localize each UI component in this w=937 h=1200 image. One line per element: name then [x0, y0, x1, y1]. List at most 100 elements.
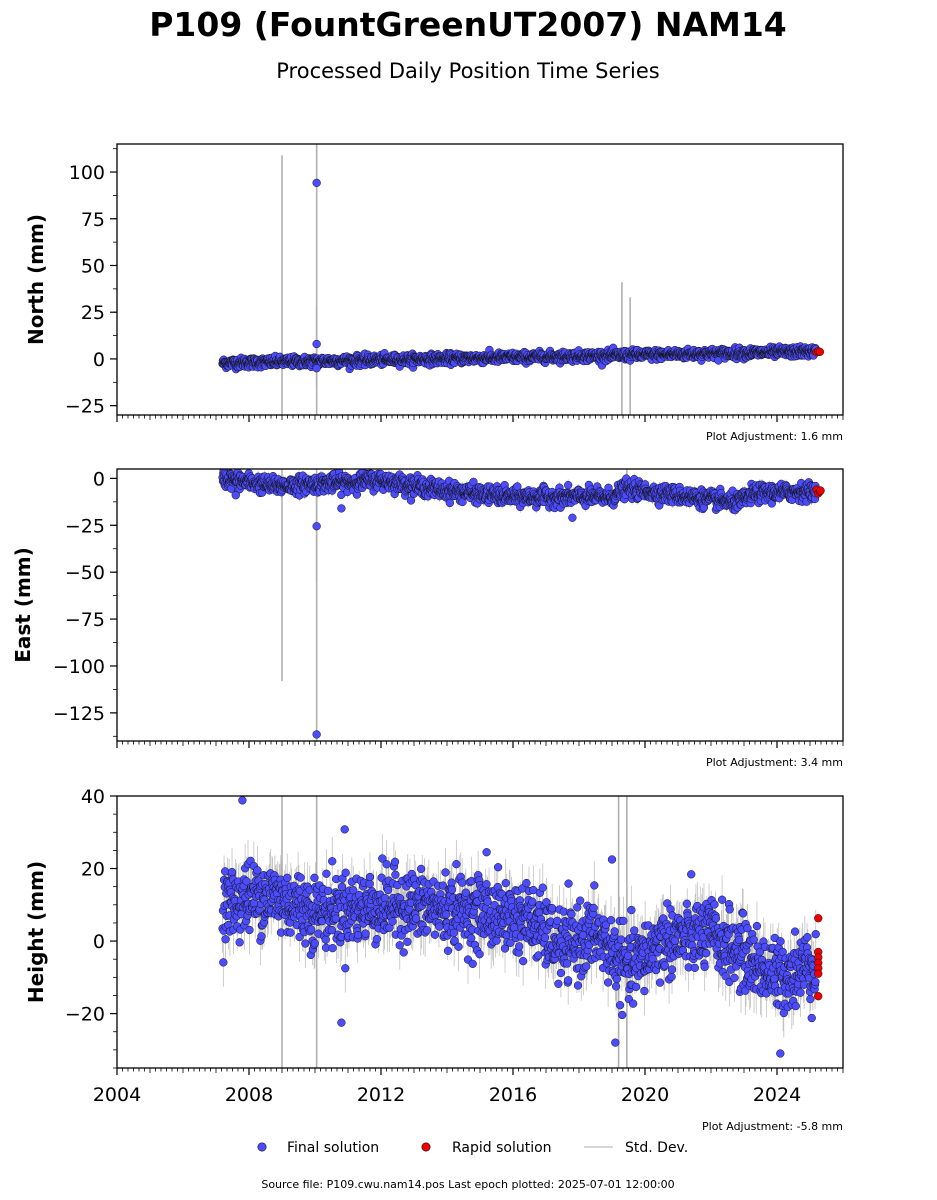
east-y-tick-label: −125: [53, 703, 105, 725]
height-final-point: [730, 973, 739, 982]
height-final-point: [483, 897, 492, 906]
height-final-point: [461, 888, 470, 897]
height-final-point: [286, 928, 295, 937]
height-final-point: [245, 925, 254, 935]
height-final-point: [667, 965, 677, 974]
height-final-point: [403, 937, 412, 946]
height-final-point: [331, 914, 341, 923]
north-y-tick-label: 100: [69, 162, 105, 184]
height-final-point: [540, 933, 550, 942]
height-final-point: [687, 870, 696, 879]
height-final-point: [340, 825, 349, 834]
north-final-point: [312, 339, 321, 349]
height-final-point: [442, 910, 451, 919]
height-final-point: [553, 916, 562, 926]
east-final-point: [337, 504, 346, 513]
north-final-points: [218, 178, 820, 374]
height-final-point: [627, 905, 636, 915]
north-y-axis-label: North (mm): [24, 214, 48, 345]
height-final-point: [341, 964, 350, 973]
height-final-point: [806, 994, 815, 1004]
x-tick-label: 2024: [753, 1084, 801, 1106]
height-final-point: [422, 926, 432, 935]
height-final-point: [590, 881, 599, 890]
height-plot-adjustment: Plot Adjustment: -5.8 mm: [702, 1120, 843, 1133]
height-final-point: [655, 978, 665, 987]
x-tick-label: 2020: [621, 1084, 669, 1106]
east-y-tick-label: −50: [65, 562, 105, 584]
north-rapid-point: [815, 347, 825, 356]
height-final-point: [388, 917, 397, 926]
x-tick-label: 2004: [93, 1084, 141, 1106]
height-final-point: [701, 949, 711, 958]
east-y-tick-label: −75: [65, 609, 105, 631]
height-final-point: [811, 977, 820, 987]
height-final-point: [221, 935, 230, 944]
north-y-tick-label: 75: [81, 209, 105, 231]
height-final-point: [324, 886, 333, 896]
height-final-point: [564, 879, 573, 888]
height-final-point: [534, 951, 543, 960]
height-final-point: [447, 885, 457, 894]
height-y-axis-label: Height (mm): [24, 861, 48, 1003]
north-y-tick-label: 25: [81, 302, 105, 324]
legend-rapid-label: Rapid solution: [452, 1140, 552, 1156]
height-final-point: [337, 1018, 346, 1027]
height-final-point: [776, 937, 785, 946]
height-final-point: [238, 796, 247, 805]
height-final-point: [353, 930, 363, 940]
north-y-tick-label: 50: [81, 255, 105, 277]
height-final-point: [475, 950, 484, 959]
height-y-tick-label: 0: [93, 931, 105, 953]
height-final-point: [337, 882, 347, 891]
height-final-point: [811, 930, 820, 939]
east-final-point: [312, 522, 321, 531]
height-final-point: [631, 982, 641, 992]
height-final-point: [435, 922, 444, 931]
height-final-point: [365, 872, 375, 882]
height-final-point: [458, 878, 467, 887]
height-final-point: [752, 921, 762, 931]
height-y-tick-label: 40: [81, 786, 105, 808]
east-final-points: [218, 469, 820, 739]
height-final-point: [380, 893, 390, 903]
height-final-point: [690, 963, 700, 972]
height-final-point: [717, 895, 727, 904]
height-final-point: [578, 931, 588, 940]
height-final-point: [538, 883, 547, 892]
height-final-point: [589, 903, 598, 913]
north-final-point: [312, 178, 321, 188]
height-final-point: [449, 928, 458, 937]
height-final-point: [700, 962, 709, 972]
height-final-point: [573, 981, 583, 990]
chart-subtitle: Processed Daily Position Time Series: [276, 59, 660, 83]
height-final-point: [443, 946, 453, 955]
height-final-point: [257, 932, 266, 941]
height-final-point: [447, 878, 456, 887]
height-final-point: [235, 938, 244, 947]
height-final-point: [501, 878, 510, 888]
height-final-point: [630, 926, 639, 935]
height-final-point: [610, 927, 619, 936]
height-final-point: [682, 899, 692, 908]
height-final-points: [218, 796, 820, 1058]
east-rapid-point: [816, 486, 825, 495]
height-final-point: [328, 857, 337, 866]
east-final-point: [312, 730, 321, 739]
height-final-point: [576, 896, 585, 905]
height-final-point: [307, 925, 316, 934]
height-rapid-point: [814, 992, 823, 1001]
x-tick-label: 2008: [225, 1084, 273, 1106]
height-final-point: [803, 933, 812, 942]
legend: Final solution Rapid solution Std. Dev.: [257, 1140, 688, 1156]
height-final-point: [372, 935, 382, 944]
height-final-point: [562, 959, 572, 968]
height-final-point: [242, 877, 251, 886]
height-final-point: [617, 935, 626, 944]
height-final-point: [328, 943, 337, 953]
height-final-point: [548, 904, 557, 913]
height-final-point: [310, 873, 319, 882]
height-final-point: [399, 948, 408, 957]
height-final-point: [482, 880, 491, 889]
